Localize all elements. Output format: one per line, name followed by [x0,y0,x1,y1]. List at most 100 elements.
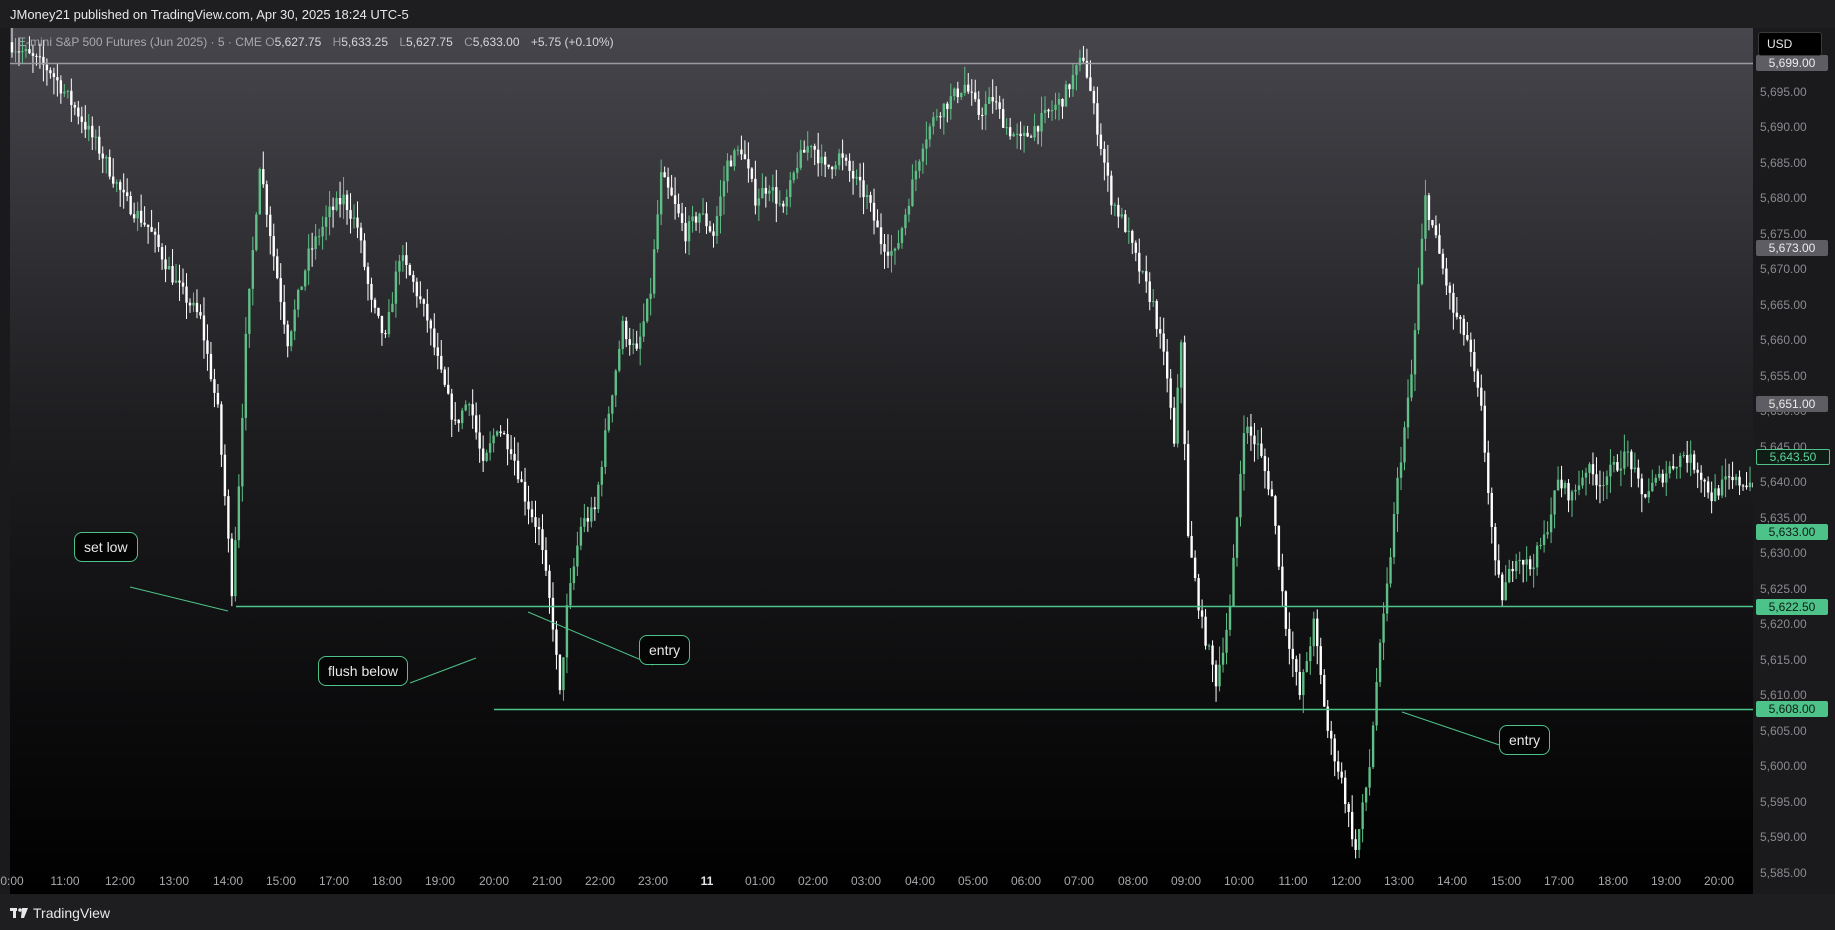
price-tick: 5,655.00 [1760,368,1807,383]
annotation-entry-1[interactable]: entry [639,635,691,665]
chart-area[interactable] [10,28,1753,894]
candle [380,315,384,346]
candle [398,254,401,285]
candle [768,185,771,202]
candle [513,437,516,476]
candle [1640,473,1644,513]
candle [1532,553,1535,588]
price-axis[interactable]: 5,695.00 5,690.00 5,685.00 5,680.00 5,675.00… [1753,28,1835,894]
candle [471,389,474,429]
candle [1022,125,1026,153]
candle [223,444,227,506]
candle [506,418,509,466]
candle [914,160,918,192]
candle [485,449,488,463]
candle [1560,465,1563,498]
price-label: 5,651.00 [1756,396,1828,413]
candle [816,132,820,177]
annotation-entry-2[interactable]: entry [1499,725,1551,755]
symbol-legend[interactable]: E-mini S&P 500 Futures (Jun 2025) · 5 · … [18,35,622,49]
candle [1103,141,1106,181]
candle [897,230,900,251]
candle [694,211,698,231]
candle [1361,794,1364,843]
candle [401,245,405,272]
candle [1511,560,1514,583]
candle [663,166,666,178]
candle [492,428,495,453]
high-label: H [332,35,342,49]
time-tick: 0:00 [0,874,24,888]
candle [534,500,537,544]
annotation-leader [409,657,477,684]
tradingview-logo[interactable]: TradingView [10,905,110,921]
candle [761,173,764,199]
candle [1099,123,1103,156]
candle [911,164,914,207]
candle [740,135,743,160]
time-axis[interactable]: 0:00 11:00 12:00 13:00 14:00 15:00 17:00 18:00 1… [0,866,1753,894]
candle [10,28,14,58]
price-tick: 5,670.00 [1760,262,1807,277]
price-label: 5,699.00 [1756,55,1828,72]
low-value: 5,627.75 [406,35,453,49]
annotation-set-low[interactable]: set low [74,532,138,562]
candle [963,66,966,96]
candle [691,205,694,233]
time-tick: 20:00 [1703,874,1735,888]
time-tick: 09:00 [1170,874,1202,888]
candle [1448,282,1452,310]
candle [1584,467,1588,496]
candle [1298,653,1302,700]
candle [283,284,286,334]
candle [1082,45,1085,63]
candle [659,159,663,226]
candle [1588,462,1591,485]
candle [192,292,195,312]
candle [1525,546,1528,582]
candle [1040,96,1043,147]
candle [1438,223,1441,254]
candle [848,153,851,182]
candle [391,292,394,313]
candle [1106,144,1110,192]
high-value: 5,633.25 [341,35,389,49]
candle [1368,749,1371,796]
candle [1724,458,1727,498]
candle [1651,469,1654,493]
candle [782,200,785,213]
price-tick: 5,685.00 [1760,155,1807,170]
time-tick: 19:00 [1650,874,1682,888]
candle [754,160,757,215]
candle [1595,457,1598,500]
footer: TradingView [0,894,1835,930]
candle [1717,484,1720,500]
candle [1378,639,1382,687]
candle [415,277,419,308]
candle [1748,466,1752,492]
candle [1567,479,1570,513]
candle [628,327,631,356]
candle [977,90,980,121]
symbol-name: E-mini S&P 500 Futures (Jun 2025) · 5 · … [18,35,262,49]
candle [1357,829,1361,858]
candle [583,503,586,533]
candle [1563,480,1567,495]
price-tick: 5,665.00 [1760,297,1807,312]
time-tick: 04:00 [904,874,936,888]
candlestick-chart[interactable] [10,28,1753,894]
candle [464,400,467,412]
tradingview-brand: TradingView [33,905,111,921]
candle [1549,497,1553,544]
candle [1200,599,1204,629]
candle [1699,465,1703,493]
currency-button[interactable]: USD [1758,32,1822,56]
candle [1713,474,1717,502]
candle [52,67,56,95]
candle [1633,452,1637,473]
candle [600,460,604,497]
candle [419,281,422,304]
candle [251,236,255,306]
annotation-flush-below[interactable]: flush below [318,656,409,686]
candle [429,318,432,346]
